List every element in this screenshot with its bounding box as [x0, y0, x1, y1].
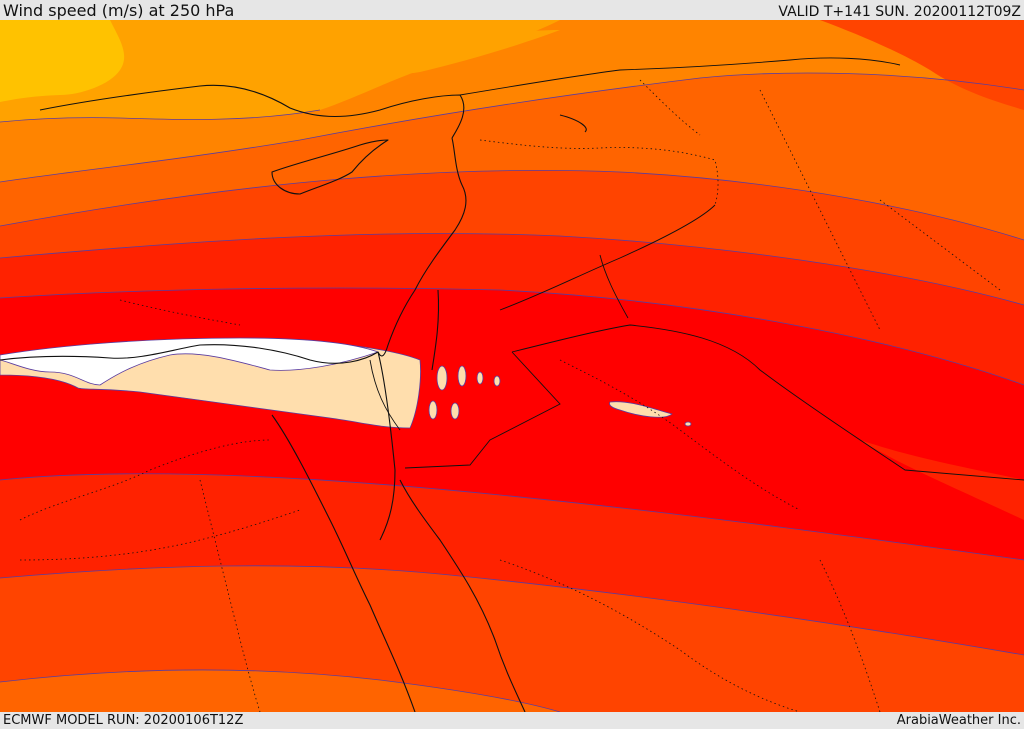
province-borders: [19, 79, 1001, 712]
map-header: Wind speed (m/s) at 250 hPa VALID T+141 …: [0, 0, 1024, 20]
wind-band-southeast: [860, 440, 1024, 520]
wind-band-north-patch-2: [480, 45, 820, 81]
map-footer: ECMWF MODEL RUN: 20200106T12Z ArabiaWeat…: [0, 712, 1024, 729]
country-borders: [369, 57, 1024, 481]
wind-speed-map: [0, 20, 1024, 712]
wind-band-north-6: [0, 20, 125, 102]
model-run-label: ECMWF MODEL RUN: 20200106T12Z: [3, 713, 244, 728]
valid-time-label: VALID T+141 SUN. 20200112T09Z: [778, 4, 1021, 20]
jet-core-max: [0, 337, 380, 386]
wind-band-northeast: [820, 20, 1024, 110]
wind-contours: [0, 72, 1024, 712]
wind-band-north-patch: [370, 30, 560, 74]
coastlines: [0, 84, 587, 712]
credit-label: ArabiaWeather Inc.: [896, 713, 1021, 728]
wind-band-south-3: [0, 670, 560, 712]
wind-band-north-5: [0, 20, 560, 122]
map-title: Wind speed (m/s) at 250 hPa: [3, 1, 235, 20]
jet-core-cells: [428, 365, 692, 427]
map-canvas: [0, 20, 1024, 712]
